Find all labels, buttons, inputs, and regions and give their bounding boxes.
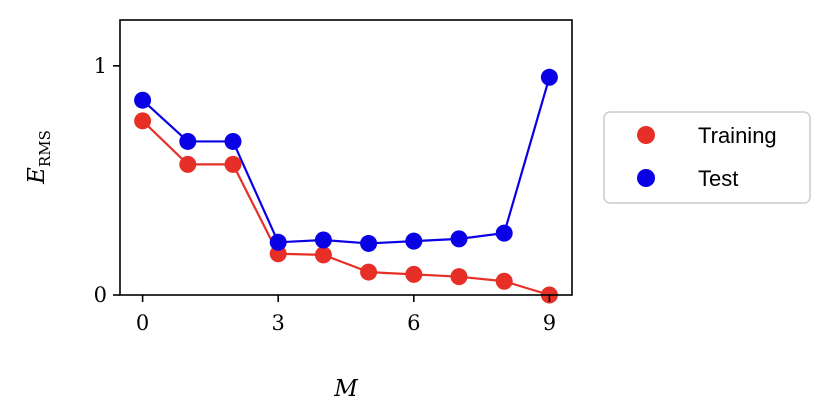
data-point-training	[405, 265, 423, 283]
y-tick-label: 0	[94, 283, 107, 307]
data-point-training	[224, 155, 242, 173]
series-line-training	[141, 120, 550, 297]
data-point-test	[179, 132, 197, 150]
data-point-training	[134, 112, 152, 130]
data-point-training	[314, 246, 332, 264]
data-point-test	[224, 132, 242, 150]
legend-frame	[603, 111, 811, 204]
data-point-test	[360, 234, 378, 252]
y-axis-label: ERMS	[24, 130, 54, 185]
x-tick-label: 6	[407, 311, 420, 335]
plot-marks	[134, 68, 558, 304]
x-tick-label: 0	[136, 311, 149, 335]
x-tick-label: 3	[272, 311, 285, 335]
data-point-test	[314, 231, 332, 249]
data-point-test	[405, 232, 423, 250]
data-point-test	[269, 233, 287, 251]
legend-label-training: Training	[698, 123, 777, 148]
data-point-test	[495, 224, 513, 242]
data-point-test	[134, 91, 152, 109]
x-axis-label: M	[333, 376, 359, 402]
plot-frame	[119, 19, 573, 296]
legend-marker-test	[637, 169, 655, 187]
x-tick-label: 9	[543, 311, 556, 335]
axes: 0 3 6 9 0 1	[94, 54, 556, 335]
data-point-training	[360, 263, 378, 281]
data-point-test	[540, 68, 558, 86]
legend-items: Training Test	[637, 123, 777, 191]
legend-label-test: Test	[698, 166, 738, 191]
data-point-training	[495, 272, 513, 290]
data-point-training	[179, 155, 197, 173]
legend: Training Test	[603, 111, 811, 204]
data-point-test	[450, 230, 468, 248]
legend-marker-training	[637, 126, 655, 144]
data-point-training	[450, 268, 468, 286]
y-tick-label: 1	[94, 54, 107, 78]
series-line-test	[141, 76, 551, 245]
